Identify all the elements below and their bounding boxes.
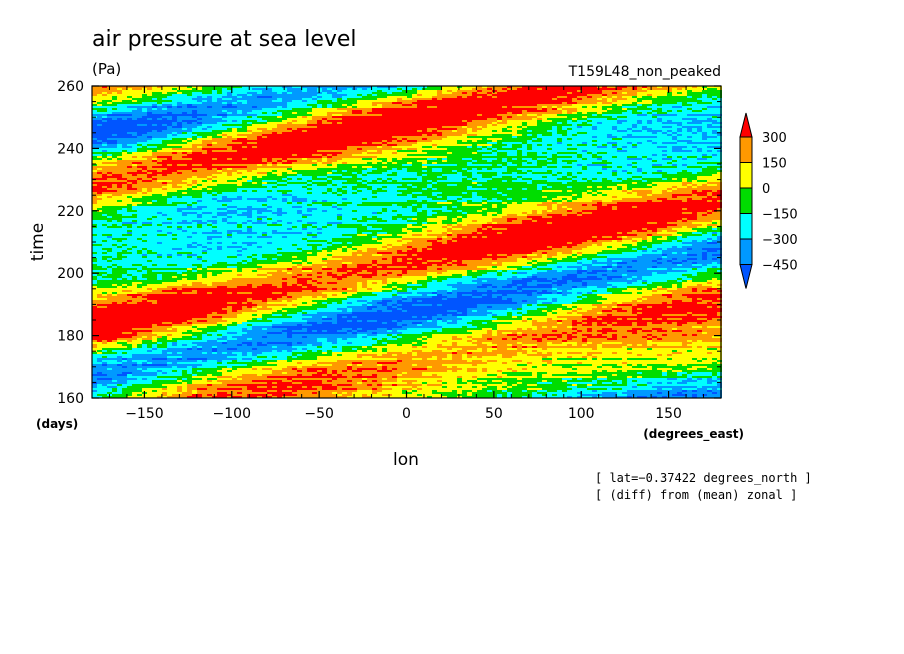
x-tick-label: 100 (568, 406, 595, 422)
units-label: (Pa) (92, 60, 121, 78)
y-tick-label: 260 (57, 79, 84, 95)
diff-note: [ (diff) from (mean) zonal ] (595, 488, 797, 502)
colorbar-segment (739, 162, 753, 189)
lat-note: [ lat=−0.37422 degrees_north ] (595, 471, 812, 485)
y-tick-label: 220 (57, 204, 84, 220)
x-axis-units: (degrees_east) (643, 427, 744, 442)
y-axis-label: time (28, 223, 48, 261)
y-tick-label: 160 (57, 391, 84, 407)
pressure-field (92, 86, 722, 398)
colorbar-label: −300 (762, 233, 798, 248)
y-tick-label: 180 (57, 329, 84, 345)
x-tick-label: −50 (304, 406, 334, 422)
colorbar-segment (739, 238, 753, 265)
y-tick-label: 200 (57, 266, 84, 282)
x-tick-label: −150 (125, 406, 163, 422)
y-axis: 160 180 200 220 240 260 (57, 79, 721, 407)
x-tick-label: 150 (655, 406, 682, 422)
colorbar-label: 300 (762, 131, 787, 146)
colorbar-label: 150 (762, 157, 787, 172)
colorbar-segment (739, 136, 753, 163)
y-axis-units: (days) (36, 417, 78, 431)
experiment-label: T159L48_non_peaked (568, 64, 721, 80)
x-tick-label: 50 (485, 406, 503, 422)
colorbar-label: −450 (762, 259, 798, 274)
chart-title: air pressure at sea level (92, 27, 357, 52)
colorbar-label: −150 (762, 208, 798, 223)
x-tick-label: −100 (213, 406, 251, 422)
colorbar-segment (739, 187, 753, 214)
colorbar-segment (739, 213, 753, 240)
x-tick-label: 0 (402, 406, 411, 422)
x-axis: −150 −100 −50 0 50 100 150 (108, 86, 705, 422)
colorbar-under-triangle (739, 264, 753, 289)
colorbar: 300 150 0 −150 −300 −450 (739, 112, 798, 289)
x-axis-label: lon (393, 450, 419, 470)
colorbar-over-triangle (739, 112, 753, 138)
colorbar-label: 0 (762, 182, 770, 197)
y-tick-label: 240 (57, 141, 84, 157)
